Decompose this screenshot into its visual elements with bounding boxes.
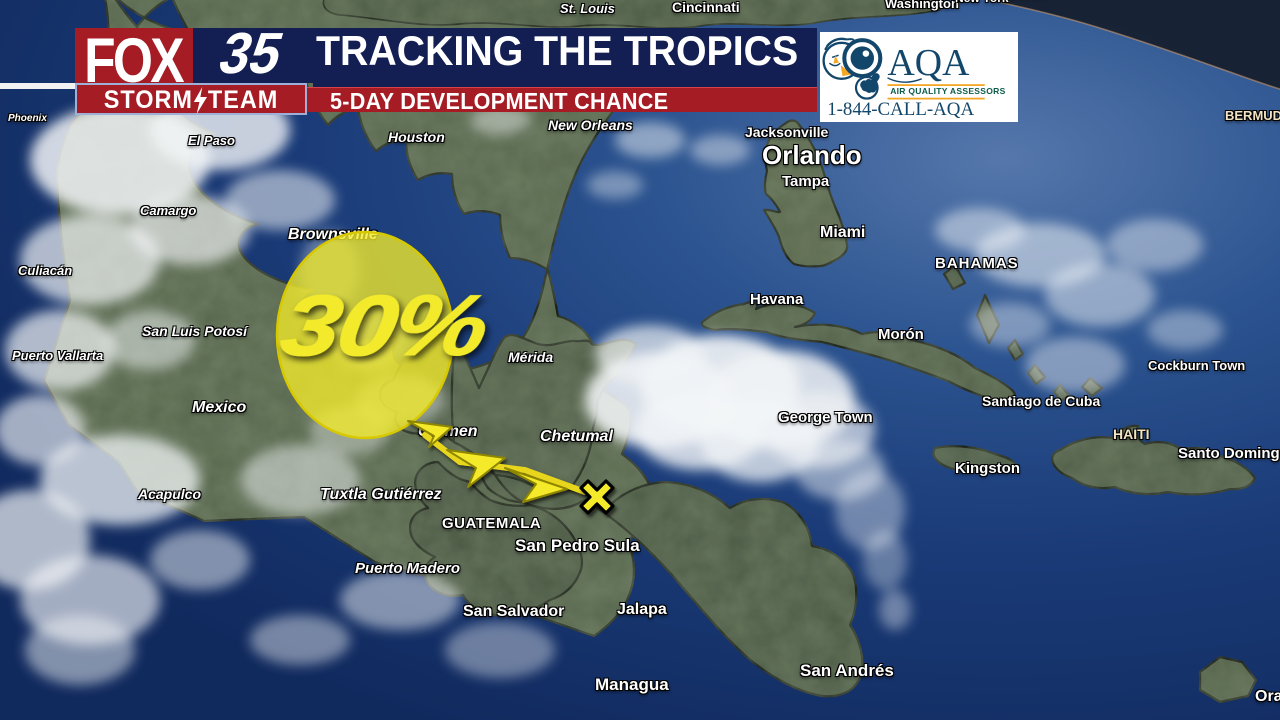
svg-text:AIR QUALITY ASSESSORS: AIR QUALITY ASSESSORS (890, 86, 1005, 96)
svg-text:AQA: AQA (888, 42, 971, 84)
svg-text:1-844-CALL-AQA: 1-844-CALL-AQA (827, 99, 974, 120)
svg-text:30%: 30% (274, 278, 494, 373)
